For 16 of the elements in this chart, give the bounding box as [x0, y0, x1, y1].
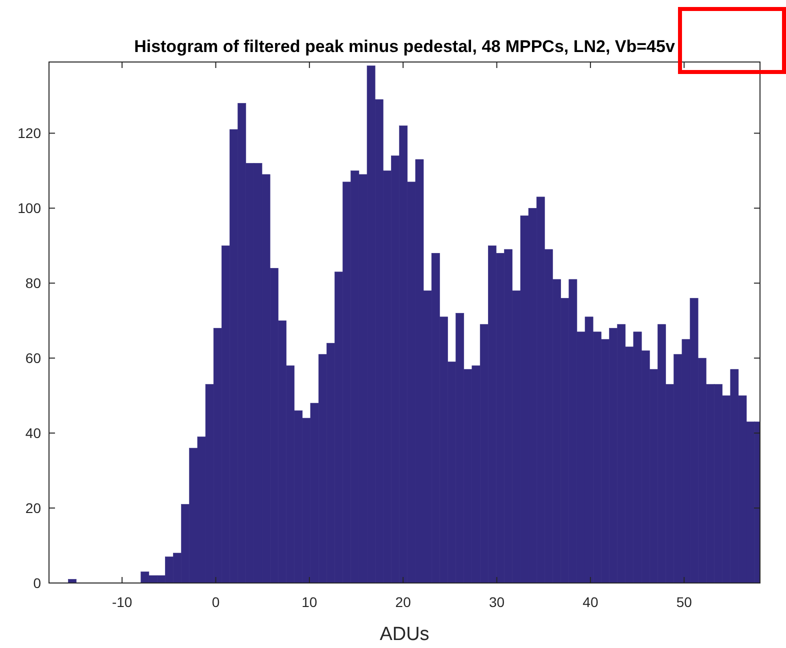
y-tick-label: 120 — [18, 125, 42, 142]
x-tick-label: 40 — [582, 594, 598, 610]
y-tick-label: 40 — [25, 425, 42, 442]
x-tick-label: 10 — [302, 594, 318, 610]
y-tick-label: 80 — [25, 275, 42, 292]
x-axis-title: ADUs — [380, 624, 430, 645]
x-tick-label: 50 — [676, 594, 692, 610]
chart-title: Histogram of filtered peak minus pedestal, 48 MPPCs, LN2, Vb=45v — [134, 37, 676, 56]
x-tick-label: 20 — [395, 594, 412, 610]
y-tick-label: 20 — [25, 500, 42, 516]
x-tick-label: -10 — [112, 594, 132, 610]
x-tick-label: 0 — [212, 594, 220, 610]
y-tick-label: 0 — [33, 575, 42, 591]
y-tick-label: 60 — [25, 350, 42, 366]
x-tick-label: 30 — [488, 594, 505, 610]
y-tick-label: 100 — [18, 200, 42, 216]
